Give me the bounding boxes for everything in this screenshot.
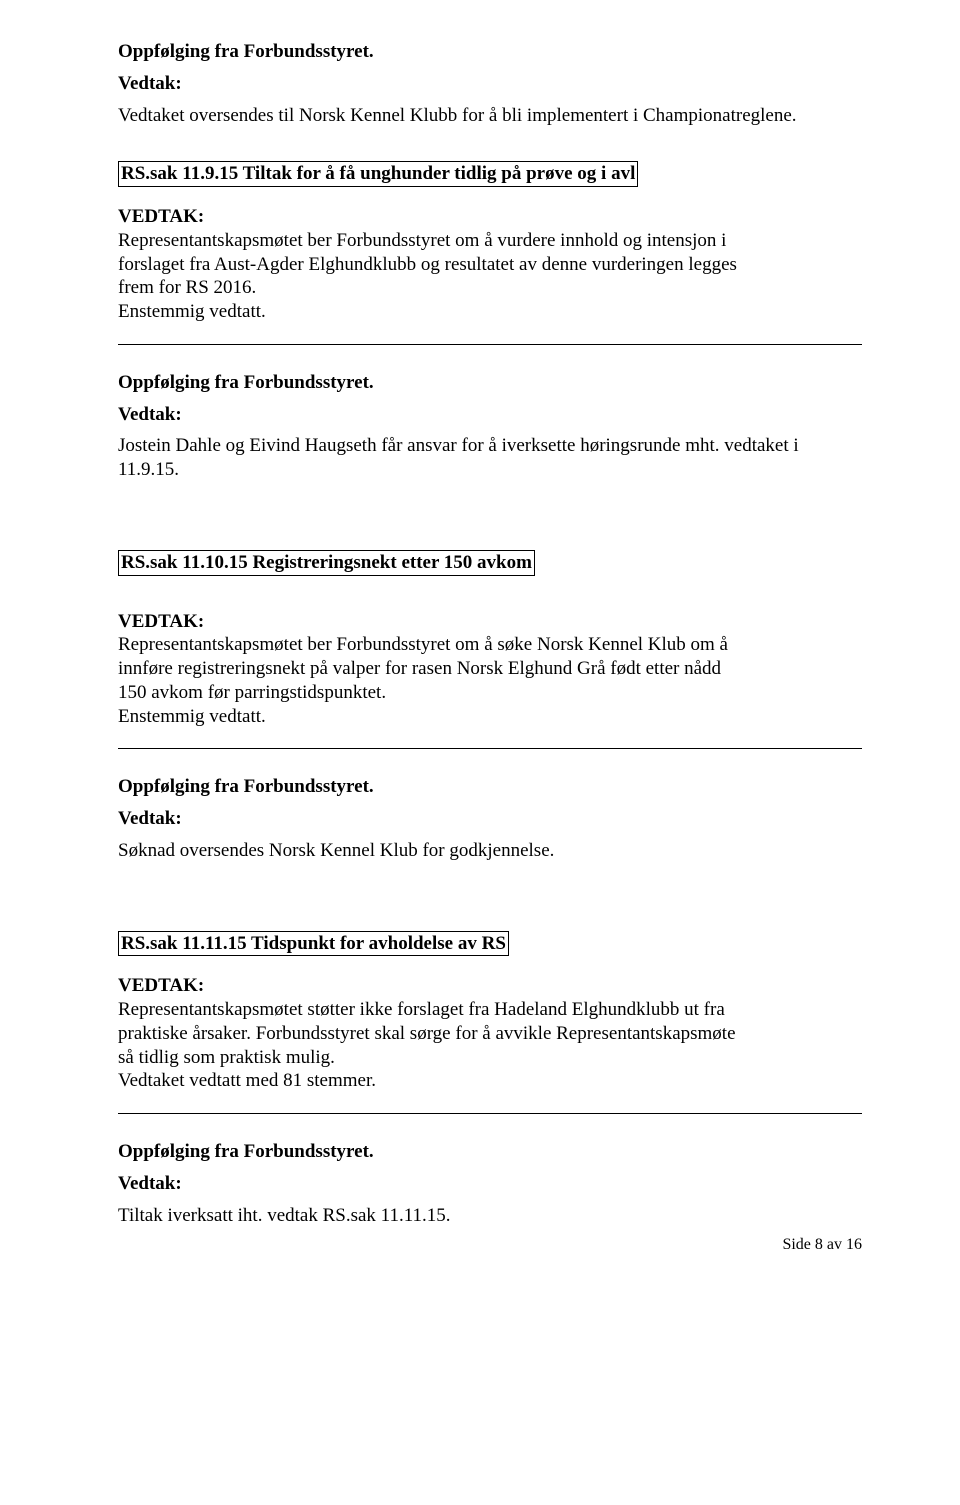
section-divider — [118, 344, 862, 345]
vedtak-body: Representantskapsmøtet støtter ikke fors… — [118, 998, 750, 1093]
vedtak-label: Vedtak: — [118, 403, 862, 427]
vedtak-body-text: Representantskapsmøtet ber Forbundsstyre… — [118, 230, 737, 299]
page-footer: Side 8 av 16 — [118, 1235, 862, 1255]
rs-sak-title: RS.sak 11.9.15 Tiltak for å få unghunder… — [118, 161, 638, 187]
vedtak-text: Vedtaket oversendes til Norsk Kennel Klu… — [118, 104, 862, 128]
oppfolging-heading: Oppfølging fra Forbundsstyret. — [118, 371, 862, 395]
enstemmig-text: Enstemmig vedtatt. — [118, 706, 266, 727]
vedtak-body: Representantskapsmøtet ber Forbundsstyre… — [118, 633, 750, 728]
enstemmig-text: Enstemmig vedtatt. — [118, 301, 266, 322]
vedtak-label: Vedtak: — [118, 1172, 862, 1196]
vedtak-row: VEDTAK: Representantskapsmøtet ber Forbu… — [118, 610, 862, 729]
rs-sak-title: RS.sak 11.10.15 Registreringsnekt etter … — [118, 550, 535, 576]
vedtak-text: Søknad oversendes Norsk Kennel Klub for … — [118, 839, 862, 863]
vedtak-prefix: VEDTAK: — [118, 205, 226, 229]
section-divider — [118, 1113, 862, 1114]
vedtak-text: Tiltak iverksatt iht. vedtak RS.sak 11.1… — [118, 1204, 862, 1228]
vedtak-label: Vedtak: — [118, 807, 862, 831]
vedtak-row: VEDTAK: Representantskapsmøtet støtter i… — [118, 974, 862, 1093]
oppfolging-heading: Oppfølging fra Forbundsstyret. — [118, 40, 862, 64]
vedtak-label: Vedtak: — [118, 72, 862, 96]
vedtak-body: Representantskapsmøtet ber Forbundsstyre… — [118, 229, 750, 324]
vedtak-body-text: Representantskapsmøtet ber Forbundsstyre… — [118, 634, 728, 703]
section-divider — [118, 748, 862, 749]
oppfolging-heading: Oppfølging fra Forbundsstyret. — [118, 1140, 862, 1164]
vedtak-body-text: Representantskapsmøtet støtter ikke fors… — [118, 999, 736, 1068]
oppfolging-heading: Oppfølging fra Forbundsstyret. — [118, 775, 862, 799]
rs-sak-title: RS.sak 11.11.15 Tidspunkt for avholdelse… — [118, 931, 509, 957]
vedtak-prefix: VEDTAK: — [118, 610, 226, 634]
vedtak-text: Jostein Dahle og Eivind Haugseth får ans… — [118, 434, 862, 482]
vedtak-row: VEDTAK: Representantskapsmøtet ber Forbu… — [118, 205, 862, 324]
vedtak-prefix: VEDTAK: — [118, 974, 226, 998]
stemmer-text: Vedtaket vedtatt med 81 stemmer. — [118, 1070, 376, 1091]
